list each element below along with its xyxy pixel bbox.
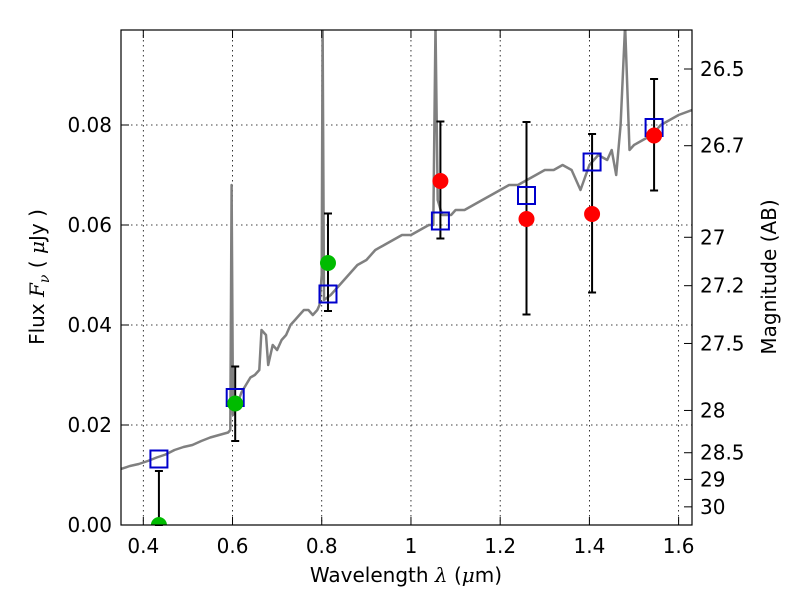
model-photometry-square: [582, 152, 602, 172]
x-tick-label: 1: [405, 534, 418, 558]
magnitude-tick-label: 26.5: [700, 57, 745, 81]
green-observed-point: [150, 517, 167, 525]
magnitude-axis-title: Magnitude (AB): [757, 199, 781, 354]
x-tick-label: 1.2: [484, 534, 516, 558]
y-axis-title: Flux Fν ( μJy ): [25, 209, 53, 345]
x-tick-label: 0.6: [217, 534, 249, 558]
y-axis-ticks: 0.00 0.02 0.04 0.06 0.08: [67, 113, 129, 537]
model-photometry-squares: [149, 118, 664, 469]
model-photometry-square: [430, 211, 450, 231]
red-observed-point: [432, 173, 449, 189]
red-observed-point: [584, 206, 601, 222]
y-tick-label: 0.08: [67, 113, 112, 137]
y-tick-label: 0.00: [67, 513, 112, 537]
plot-frame: [120, 29, 693, 526]
magnitude-tick-label: 27: [700, 225, 725, 249]
red-observed-point: [518, 211, 535, 227]
y-tick-label: 0.02: [67, 413, 112, 437]
magnitude-tick-label: 27.5: [700, 331, 745, 355]
x-tick-label: 1.6: [663, 534, 695, 558]
x-tick-label: 0.4: [127, 534, 159, 558]
grid: [121, 30, 692, 525]
magnitude-tick-label: 28: [700, 398, 725, 422]
model-photometry-square: [149, 449, 169, 469]
x-tick-label: 0.8: [306, 534, 338, 558]
magnitude-tick-label: 30: [700, 495, 725, 519]
y-tick-label: 0.04: [67, 313, 112, 337]
model-spectrum-line: [121, 30, 692, 471]
x-axis-ticks: 0.4 0.6 0.8 1 1.2 1.4 1.6: [127, 30, 695, 558]
red-observed-point: [646, 127, 663, 144]
model-photometry-square: [318, 284, 338, 304]
magnitude-tick-label: 27.2: [700, 274, 745, 298]
magnitude-tick-label: 28.5: [700, 441, 745, 465]
green-observed-point: [319, 255, 336, 271]
observed-photometry-points: [150, 127, 663, 525]
magnitude-tick-label: 29: [700, 467, 725, 491]
magnitude-tick-label: 26.7: [700, 134, 745, 158]
x-tick-label: 1.4: [573, 534, 605, 558]
y-tick-label: 0.06: [67, 213, 112, 237]
magnitude-axis-ticks: 26.5 26.7 27 27.2 27.5 28 28.529 30: [684, 57, 745, 519]
model-photometry-square: [516, 186, 536, 205]
x-axis-title: Wavelength λ (μm): [310, 563, 502, 587]
green-observed-point: [227, 395, 244, 412]
spectrum-layer: [121, 30, 692, 471]
